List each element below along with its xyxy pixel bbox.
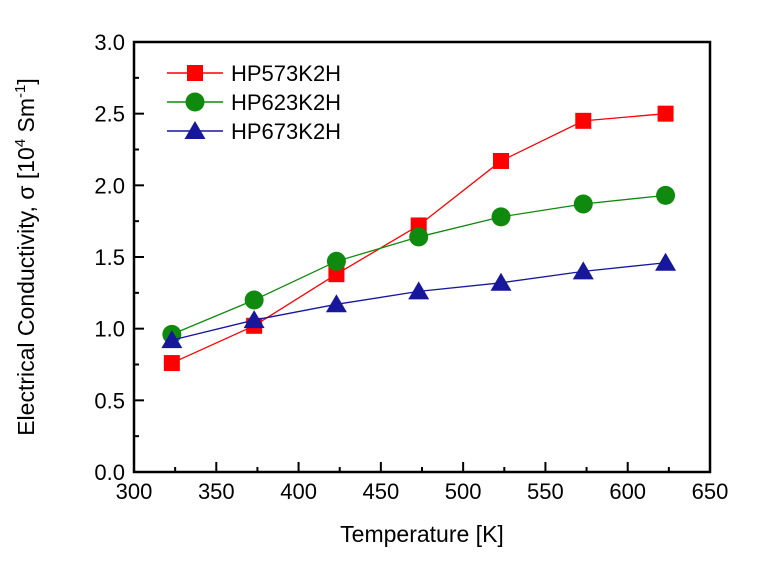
x-tick-label: 350 <box>198 479 235 504</box>
data-point-triangle-HP673K2H <box>490 272 512 291</box>
legend-entry-hp673k2h: HP673K2H <box>167 119 341 144</box>
x-tick-label: 450 <box>363 479 400 504</box>
legend-label: HP573K2H <box>231 61 341 86</box>
y-tick-label: 1.5 <box>94 245 125 270</box>
y-tick-labels: 0.0 0.5 1.0 1.5 2.0 2.5 3.0 <box>94 30 125 485</box>
data-point-square-HP573K2H <box>575 112 592 129</box>
legend-label: HP673K2H <box>231 119 341 144</box>
x-axis-label: Temperature [K] <box>340 521 504 547</box>
y-tick-label: 2.5 <box>94 102 125 127</box>
y-tick-label: 0.5 <box>94 388 125 413</box>
x-tick-label: 600 <box>609 479 646 504</box>
y-axis-label: Electrical Conductivity, σ [104 Sm-1] <box>12 78 39 436</box>
x-tick-label: 550 <box>527 479 564 504</box>
data-point-circle-HP623K2H <box>326 251 346 271</box>
data-point-circle-HP623K2H <box>573 194 593 214</box>
axis-ticks <box>133 41 711 473</box>
y-tick-label: 0.0 <box>94 460 125 485</box>
data-point-circle-HP623K2H <box>244 290 264 310</box>
y-tick-label: 3.0 <box>94 30 125 55</box>
data-point-triangle-HP673K2H <box>325 294 347 313</box>
x-tick-label: 400 <box>280 479 317 504</box>
data-point-square-HP573K2H <box>657 105 674 122</box>
y-tick-label: 2.0 <box>94 173 125 198</box>
data-point-triangle-HP673K2H <box>243 310 265 329</box>
legend-marker-circle <box>185 92 205 112</box>
data-point-triangle-HP673K2H <box>572 261 594 280</box>
data-point-triangle-HP673K2H <box>408 281 430 300</box>
plot-frame <box>132 40 712 474</box>
legend-label: HP623K2H <box>231 90 341 115</box>
legend-entry-hp573k2h: HP573K2H <box>167 61 341 86</box>
legend-marker-triangle <box>184 121 206 139</box>
x-tick-label: 650 <box>692 479 729 504</box>
data-point-square-HP573K2H <box>163 355 180 372</box>
legend-entry-hp623k2h: HP623K2H <box>167 90 341 115</box>
data-point-circle-HP623K2H <box>491 207 511 227</box>
x-tick-labels: 300 350 400 450 500 550 600 650 <box>116 479 729 504</box>
legend-marker-square <box>187 65 203 81</box>
y-tick-label: 1.0 <box>94 317 125 342</box>
data-point-triangle-HP673K2H <box>161 330 183 349</box>
data-point-circle-HP623K2H <box>656 185 676 205</box>
data-point-square-HP573K2H <box>492 152 509 169</box>
data-series <box>161 105 677 372</box>
data-point-circle-HP623K2H <box>409 227 429 247</box>
x-tick-label: 300 <box>116 479 153 504</box>
data-point-square-HP573K2H <box>328 266 345 283</box>
series-line-HP623K2H <box>171 194 666 335</box>
x-tick-label: 500 <box>445 479 482 504</box>
legend: HP573K2H HP623K2H HP673K2H <box>167 61 341 144</box>
data-point-triangle-HP673K2H <box>655 252 677 271</box>
